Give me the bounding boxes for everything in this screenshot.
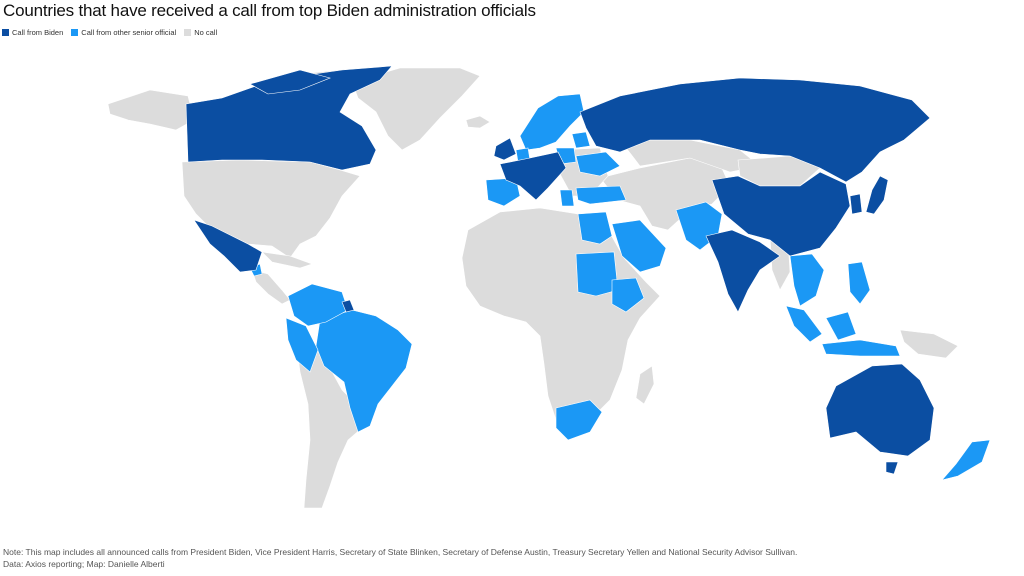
region-colombia-venezuela bbox=[287, 283, 349, 327]
region-sudan bbox=[575, 251, 619, 297]
region-mexico bbox=[193, 219, 263, 273]
region-ukraine bbox=[575, 151, 621, 177]
region-caribbean bbox=[261, 251, 313, 269]
region-guyana bbox=[341, 299, 355, 313]
map-biden-call-regions bbox=[185, 65, 935, 475]
legend-item-none: No call bbox=[184, 28, 217, 37]
region-ethiopia bbox=[611, 277, 645, 313]
legend-label-biden: Call from Biden bbox=[12, 28, 64, 37]
region-uk-ireland bbox=[493, 137, 517, 161]
region-madagascar bbox=[635, 365, 655, 405]
region-usa bbox=[181, 159, 361, 259]
legend-swatch-official bbox=[71, 29, 79, 36]
region-canada-arctic bbox=[249, 69, 331, 95]
region-tasmania bbox=[885, 461, 899, 475]
region-australia bbox=[825, 363, 935, 457]
region-indonesia-west bbox=[785, 305, 823, 343]
region-central-america bbox=[251, 269, 291, 305]
region-turkey bbox=[575, 185, 627, 205]
region-korea bbox=[849, 193, 863, 215]
legend: Call from Biden Call from other senior o… bbox=[2, 28, 225, 37]
legend-swatch-none bbox=[184, 29, 192, 36]
region-greece bbox=[559, 189, 575, 207]
legend-swatch-biden bbox=[2, 29, 9, 36]
legend-label-official: Call from other senior official bbox=[81, 28, 177, 37]
region-brazil bbox=[315, 309, 413, 433]
map-official-call-regions bbox=[249, 93, 991, 481]
region-indonesia-east bbox=[821, 339, 901, 357]
region-thailand-vietnam bbox=[789, 253, 825, 307]
region-new-zealand bbox=[941, 439, 991, 481]
region-borneo bbox=[825, 311, 857, 341]
page-title: Countries that have received a call from… bbox=[3, 1, 536, 20]
source-text: Data: Axios reporting; Map: Danielle Alb… bbox=[3, 559, 165, 569]
legend-item-biden: Call from Biden bbox=[2, 28, 63, 37]
region-scandinavia bbox=[519, 93, 585, 151]
region-arabia bbox=[611, 219, 667, 273]
region-philippines bbox=[847, 261, 871, 305]
legend-item-official: Call from other senior official bbox=[71, 28, 176, 37]
region-western-europe bbox=[499, 151, 567, 201]
region-alaska bbox=[107, 89, 195, 131]
legend-label-none: No call bbox=[194, 28, 218, 37]
region-india bbox=[705, 229, 781, 313]
region-iceland bbox=[465, 115, 491, 129]
region-china bbox=[711, 171, 851, 257]
region-new-guinea bbox=[899, 329, 959, 359]
footnote: Note: This map includes all announced ca… bbox=[3, 546, 797, 570]
region-greenland bbox=[351, 67, 481, 151]
region-japan bbox=[865, 175, 889, 215]
region-baltics bbox=[571, 131, 591, 149]
note-text: Note: This map includes all announced ca… bbox=[3, 547, 798, 557]
region-egypt bbox=[577, 211, 613, 245]
region-south-africa bbox=[555, 399, 603, 441]
region-peru bbox=[285, 317, 319, 373]
region-russia bbox=[579, 77, 931, 183]
